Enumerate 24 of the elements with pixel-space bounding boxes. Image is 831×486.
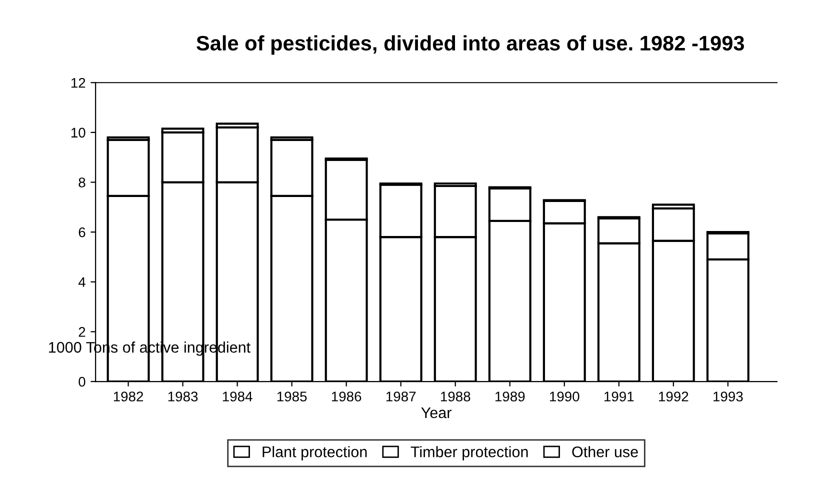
x-tick-label: 1993 <box>714 392 743 402</box>
x-tick-label: 1990 <box>550 392 580 402</box>
x-tick-label: 1991 <box>604 392 634 402</box>
legend-label: Other use <box>572 446 638 458</box>
x-tick-label: 1992 <box>659 392 688 402</box>
legend-label: Plant protection <box>262 446 367 460</box>
x-tick-label: 1985 <box>277 392 307 402</box>
y-tick-label: 4 <box>78 277 86 287</box>
chart-title: Sale of pesticides, divided into areas of use. 1982 -1993 <box>196 35 744 55</box>
x-tick-label: 1989 <box>495 392 525 402</box>
x-axis-title: Year <box>421 408 452 418</box>
y-tick-label: 10 <box>71 128 86 138</box>
y-tick-label: 2 <box>78 327 86 337</box>
x-tick-label: 1987 <box>386 392 416 402</box>
x-tick-label: 1983 <box>168 392 198 402</box>
x-tick-label: 1984 <box>222 392 252 402</box>
x-tick-label: 1988 <box>440 392 470 402</box>
legend-label: Timber protection <box>410 446 528 460</box>
y-tick-label: 8 <box>78 178 86 188</box>
y-tick-label: 0 <box>78 376 86 387</box>
x-tick-label: 1982 <box>114 392 144 402</box>
y-tick-label: 6 <box>78 227 86 238</box>
x-tick-label: 1986 <box>332 392 362 402</box>
y-tick-label: 12 <box>71 78 86 88</box>
